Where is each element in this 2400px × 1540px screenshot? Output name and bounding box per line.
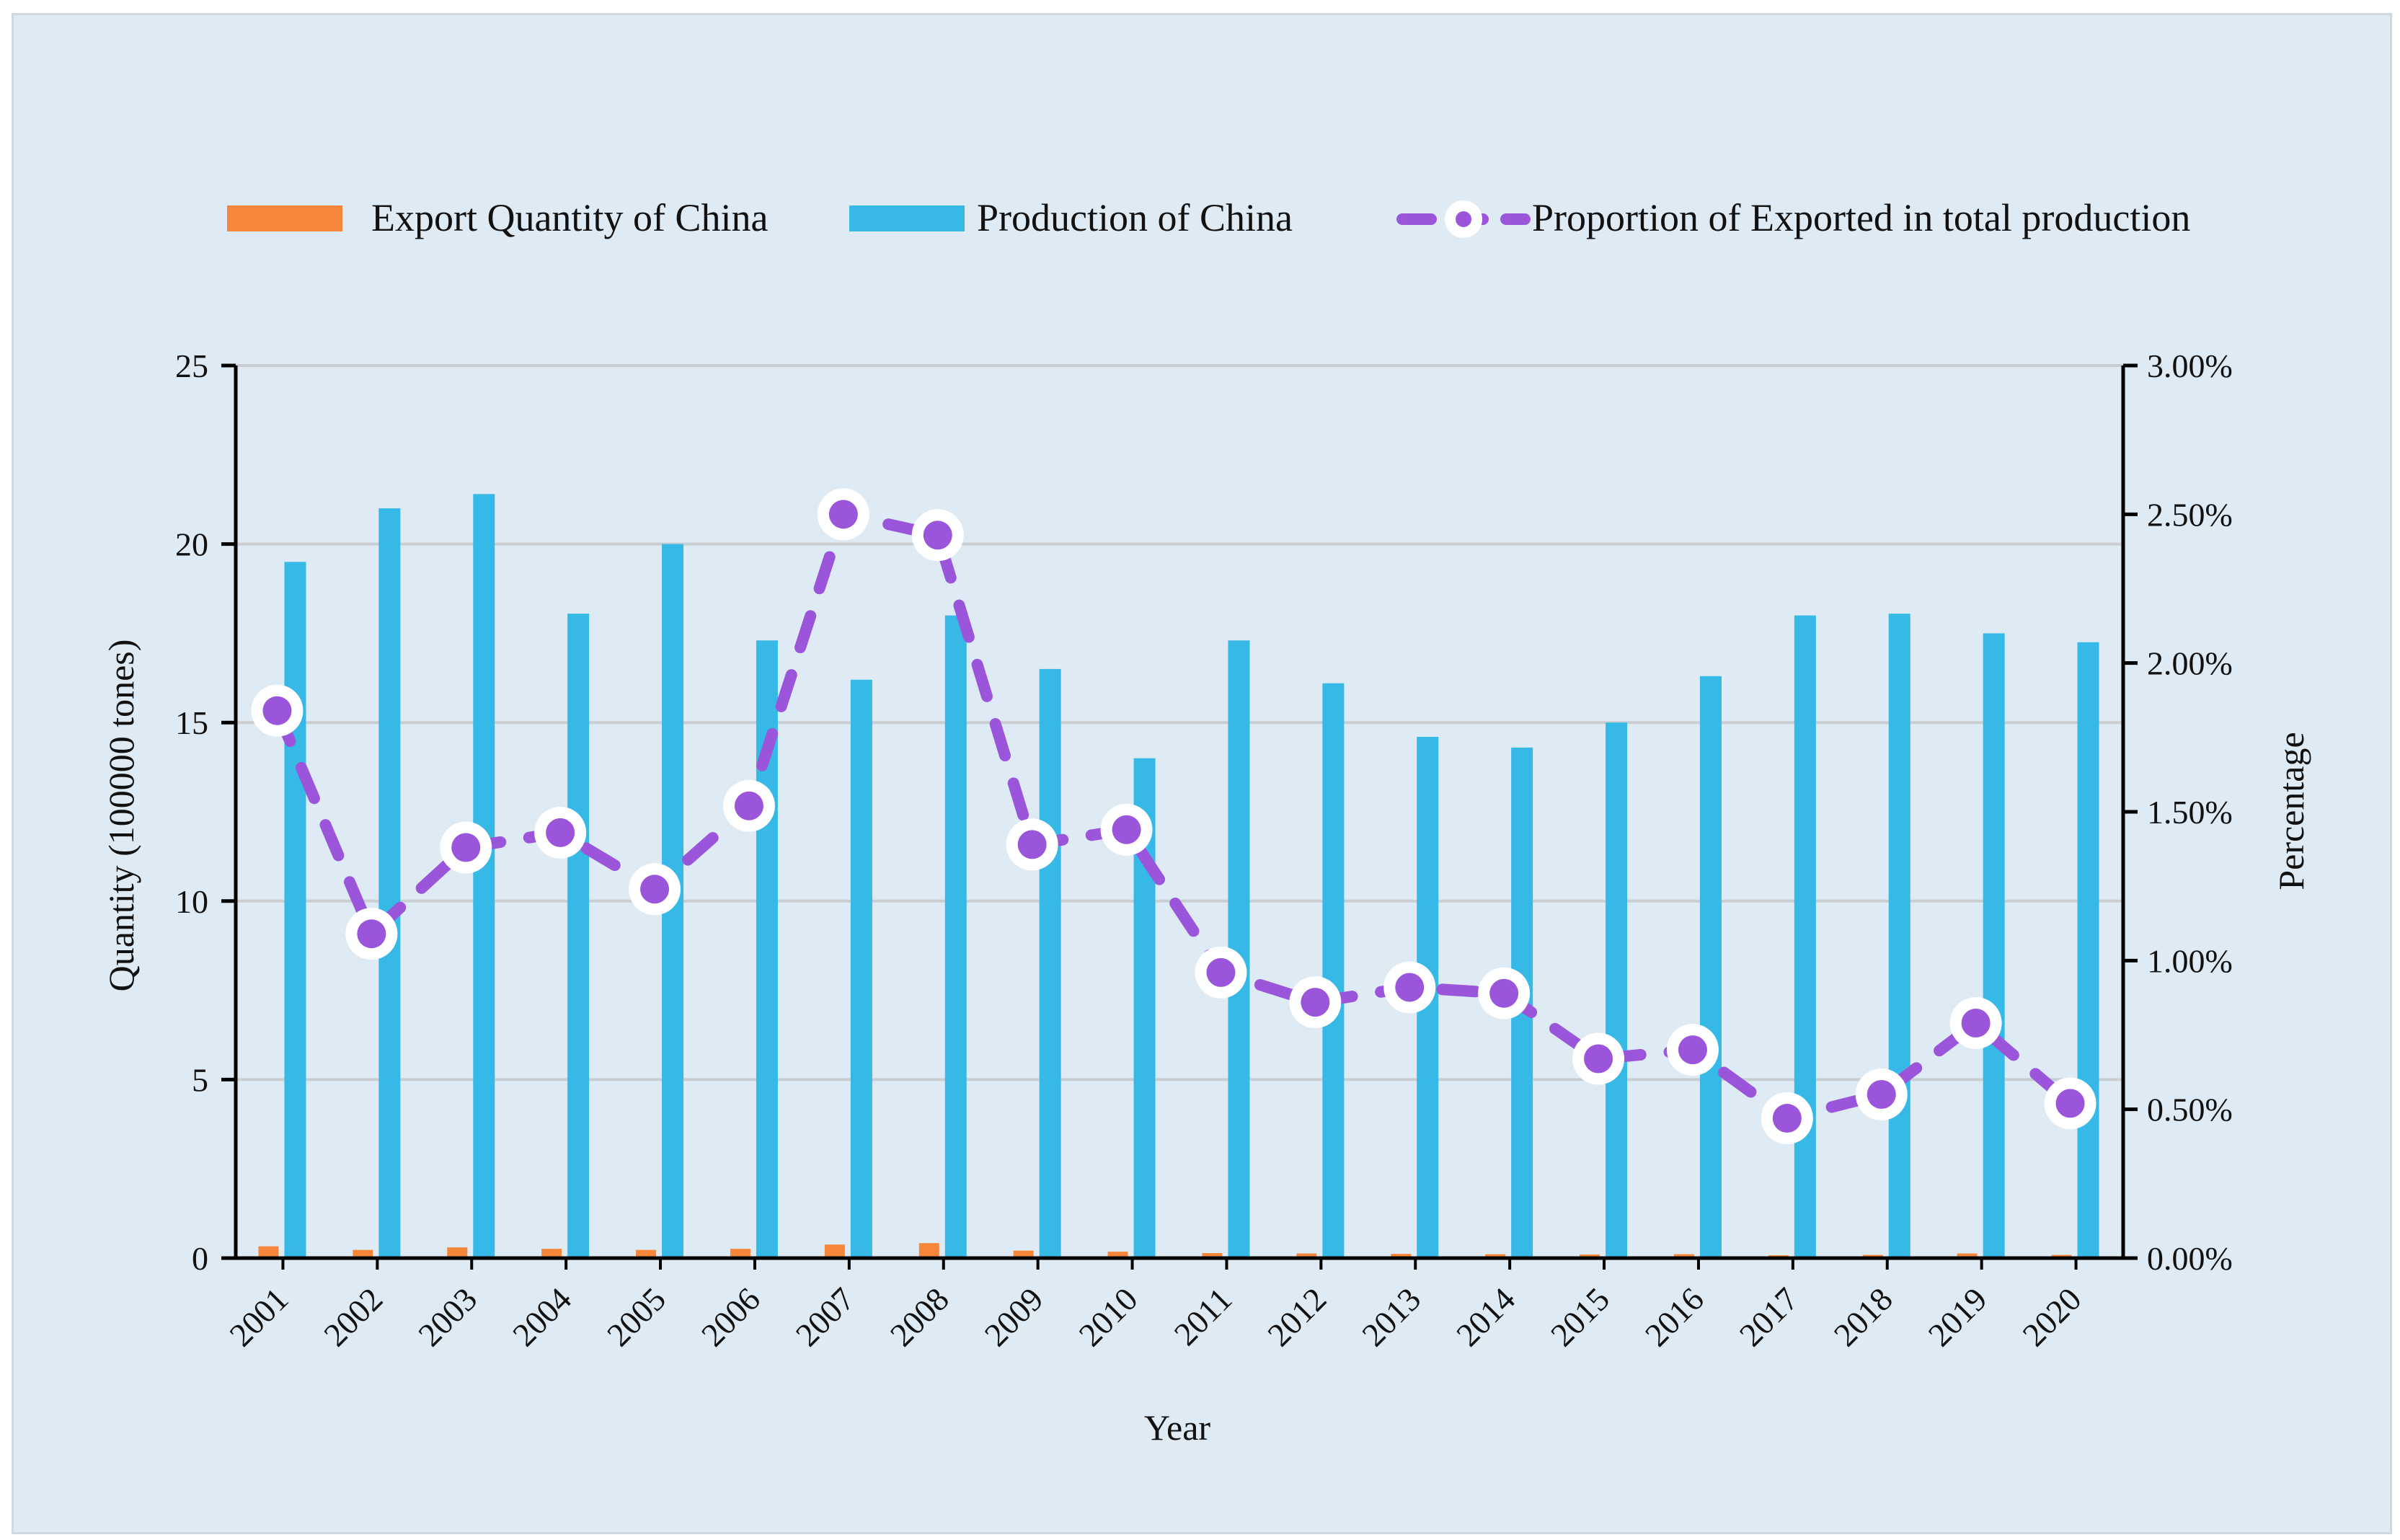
y-right-tick-label: 0.50% [2147,1092,2233,1128]
x-tick-label-2011: 2011 [1167,1280,1239,1353]
bar-export-2014 [1485,1254,1506,1258]
proportion-point-2019 [1961,1008,1991,1037]
proportion-point-2004 [546,818,575,847]
bar-production-2017 [1794,615,1816,1258]
legend-swatch-proportion-dot [1456,211,1471,227]
proportion-point-2014 [1489,978,1519,1008]
bar-production-2004 [567,614,590,1258]
bar-production-2012 [1322,683,1345,1258]
x-tick-label-2018: 2018 [1827,1280,1900,1353]
y-axis-right-title: Percentage [2271,732,2311,890]
x-tick-label-2004: 2004 [505,1280,578,1353]
bar-series [258,494,2099,1258]
x-tick-label-2010: 2010 [1072,1280,1145,1353]
bar-export-2013 [1391,1254,1412,1258]
legend-label-production: Production of China [977,196,1293,239]
bar-production-2020 [2077,642,2099,1258]
x-tick-label-2006: 2006 [694,1280,767,1353]
x-tick-label-2005: 2005 [600,1280,673,1353]
bar-export-2007 [824,1244,845,1258]
x-tick-label-2009: 2009 [978,1280,1050,1353]
y-right-tick-label: 0.00% [2147,1240,2233,1277]
y-axis-left-title: Quantity (100000 tones) [101,640,141,992]
legend-swatch-production [849,205,965,231]
bar-export-2004 [541,1249,562,1258]
y-right-tick-label: 1.50% [2147,794,2233,831]
bar-production-2002 [378,508,401,1258]
proportion-point-2005 [640,875,670,904]
proportion-point-2016 [1678,1035,1707,1065]
bar-production-2016 [1699,676,1722,1258]
legend-swatch-export [227,205,342,231]
y-right-tick-label: 2.50% [2147,496,2233,533]
bar-production-2003 [473,494,495,1258]
proportion-point-2001 [262,696,292,725]
bar-export-2012 [1296,1253,1317,1258]
x-tick-label-2014: 2014 [1449,1280,1522,1353]
x-tick-label-2008: 2008 [883,1280,956,1353]
legend-label-proportion: Proportion of Exported in total producti… [1532,196,2190,239]
x-tick-label-2002: 2002 [316,1280,389,1353]
x-tick-label-2019: 2019 [1921,1280,1994,1353]
bar-production-2019 [1983,633,2005,1258]
x-axis-title: Year [1144,1407,1210,1448]
bar-export-2002 [353,1249,373,1258]
y-right-tick-label: 3.00% [2147,348,2233,384]
y-left-tick-label: 0 [192,1240,208,1277]
x-tick-label-2016: 2016 [1638,1280,1711,1353]
bar-export-2005 [636,1249,657,1258]
proportion-point-2020 [2055,1089,2085,1118]
legend: Export Quantity of China Production of C… [227,196,2190,239]
bar-production-2001 [284,562,306,1258]
bar-production-2009 [1039,668,1061,1258]
x-tick-label-2017: 2017 [1732,1280,1805,1353]
x-tick-label-2007: 2007 [789,1280,862,1353]
y-left-tick-label: 10 [175,883,208,920]
y-left-tick-label: 20 [175,526,208,563]
gridlines [236,364,2123,1081]
proportion-point-2018 [1867,1080,1896,1110]
proportion-point-2007 [828,500,858,529]
bar-production-2015 [1606,722,1628,1258]
proportion-point-2011 [1206,957,1236,987]
bar-production-2007 [850,679,872,1258]
proportion-point-2012 [1301,988,1330,1017]
bar-export-2001 [258,1246,279,1258]
y-right-tick-label: 2.00% [2147,645,2233,682]
proportion-point-2003 [451,833,481,862]
bar-production-2018 [1888,614,1910,1258]
bar-export-2008 [918,1243,939,1258]
x-tick-label-2013: 2013 [1355,1280,1427,1353]
proportion-point-2010 [1112,815,1141,844]
line-series [251,488,2096,1145]
proportion-point-2017 [1772,1104,1802,1133]
x-tick-label-2001: 2001 [222,1280,295,1353]
proportion-point-2015 [1584,1044,1613,1074]
bar-export-2009 [1013,1250,1034,1258]
proportion-point-2013 [1395,973,1425,1002]
y-right-tick-label: 1.00% [2147,942,2233,979]
proportion-point-2008 [923,521,952,550]
x-tick-label-2015: 2015 [1544,1280,1616,1353]
proportion-point-2009 [1017,830,1047,859]
x-tick-label-2003: 2003 [411,1280,484,1353]
bar-export-2011 [1202,1253,1223,1258]
proportion-point-2006 [734,791,763,820]
x-tick-label-2020: 2020 [2016,1280,2089,1353]
x-tick-label-2012: 2012 [1260,1280,1333,1353]
bar-export-2003 [447,1247,468,1258]
bar-export-2016 [1673,1254,1694,1258]
bar-export-2019 [1957,1253,1978,1258]
axes [221,363,2138,1270]
y-left-tick-label: 25 [175,348,208,384]
bar-export-2006 [730,1249,750,1258]
bar-production-2008 [944,615,967,1258]
y-left-tick-label: 15 [175,704,208,741]
legend-label-export: Export Quantity of China [371,196,768,239]
y-left-tick-label: 5 [192,1061,208,1098]
bar-export-2010 [1107,1252,1128,1258]
proportion-point-2002 [357,919,386,949]
